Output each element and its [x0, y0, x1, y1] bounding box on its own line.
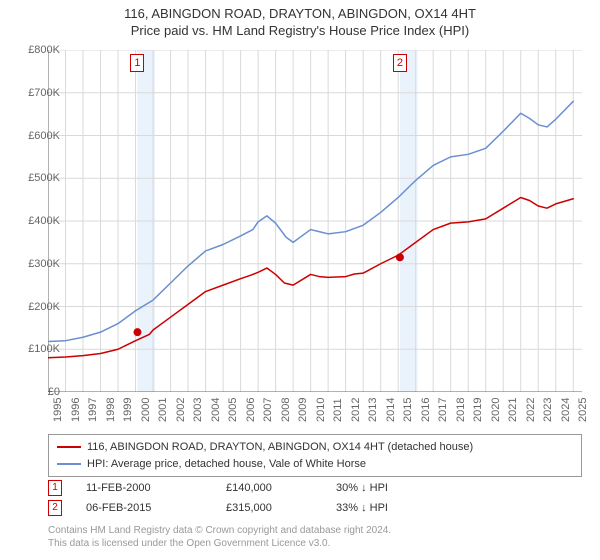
x-axis-tick-label: 2018 — [455, 398, 467, 422]
x-axis-tick-label: 2012 — [350, 398, 362, 422]
chart-title: 116, ABINGDON ROAD, DRAYTON, ABINGDON, O… — [0, 0, 600, 40]
x-axis-tick-label: 1999 — [122, 398, 134, 422]
y-axis-tick-label: £0 — [10, 386, 60, 398]
sale-marker-1: 1 — [48, 480, 62, 496]
legend: 116, ABINGDON ROAD, DRAYTON, ABINGDON, O… — [48, 434, 582, 477]
sale-date: 06-FEB-2015 — [86, 502, 226, 514]
legend-swatch-property — [57, 446, 81, 448]
x-axis-tick-label: 2024 — [560, 398, 572, 422]
y-axis-tick-label: £200K — [10, 301, 60, 313]
x-axis-tick-label: 2023 — [542, 398, 554, 422]
x-axis-tick-label: 2014 — [385, 398, 397, 422]
x-axis-tick-label: 2006 — [245, 398, 257, 422]
y-axis-tick-label: £700K — [10, 87, 60, 99]
footer-line-1: Contains HM Land Registry data © Crown c… — [48, 524, 391, 537]
footer-line-2: This data is licensed under the Open Gov… — [48, 537, 391, 550]
x-axis-tick-label: 2010 — [315, 398, 327, 422]
sale-delta: 33% ↓ HPI — [336, 502, 456, 514]
x-axis-tick-label: 2008 — [280, 398, 292, 422]
sale-date: 11-FEB-2000 — [86, 482, 226, 494]
chart-sale-marker: 1 — [130, 54, 144, 72]
x-axis-tick-label: 2016 — [420, 398, 432, 422]
x-axis-tick-label: 2001 — [157, 398, 169, 422]
x-axis-tick-label: 2000 — [140, 398, 152, 422]
y-axis-tick-label: £400K — [10, 215, 60, 227]
y-axis-tick-label: £500K — [10, 172, 60, 184]
y-axis-tick-label: £600K — [10, 130, 60, 142]
x-axis-tick-label: 1997 — [87, 398, 99, 422]
footer-attribution: Contains HM Land Registry data © Crown c… — [48, 524, 391, 550]
table-row: 2 06-FEB-2015 £315,000 33% ↓ HPI — [48, 498, 456, 518]
sale-price: £315,000 — [226, 502, 336, 514]
x-axis-tick-label: 2003 — [192, 398, 204, 422]
x-axis-tick-label: 2011 — [332, 398, 344, 422]
y-axis-tick-label: £100K — [10, 343, 60, 355]
x-axis-tick-label: 2020 — [490, 398, 502, 422]
x-axis-tick-label: 2004 — [210, 398, 222, 422]
sale-price: £140,000 — [226, 482, 336, 494]
legend-item-property: 116, ABINGDON ROAD, DRAYTON, ABINGDON, O… — [57, 439, 573, 456]
x-axis-tick-label: 1995 — [52, 398, 64, 422]
y-axis-tick-label: £800K — [10, 44, 60, 56]
x-axis-tick-label: 1996 — [70, 398, 82, 422]
x-axis-tick-label: 2013 — [367, 398, 379, 422]
x-axis-tick-label: 2022 — [525, 398, 537, 422]
sales-table: 1 11-FEB-2000 £140,000 30% ↓ HPI 2 06-FE… — [48, 478, 456, 518]
legend-item-hpi: HPI: Average price, detached house, Vale… — [57, 456, 573, 473]
legend-label-hpi: HPI: Average price, detached house, Vale… — [87, 456, 366, 473]
x-axis-tick-label: 2007 — [262, 398, 274, 422]
x-axis-tick-label: 2017 — [437, 398, 449, 422]
legend-swatch-hpi — [57, 463, 81, 465]
chart-sale-marker: 2 — [393, 54, 407, 72]
sale-delta: 30% ↓ HPI — [336, 482, 456, 494]
line-chart-svg — [48, 50, 582, 392]
x-axis-tick-label: 2021 — [507, 398, 519, 422]
sale-marker-2: 2 — [48, 500, 62, 516]
x-axis-tick-label: 1998 — [105, 398, 117, 422]
title-line-2: Price paid vs. HM Land Registry's House … — [0, 23, 600, 40]
y-axis-tick-label: £300K — [10, 258, 60, 270]
x-axis-tick-label: 2019 — [472, 398, 484, 422]
table-row: 1 11-FEB-2000 £140,000 30% ↓ HPI — [48, 478, 456, 498]
title-line-1: 116, ABINGDON ROAD, DRAYTON, ABINGDON, O… — [0, 6, 600, 23]
x-axis-tick-label: 2002 — [175, 398, 187, 422]
x-axis-tick-label: 2005 — [227, 398, 239, 422]
x-axis-tick-label: 2009 — [297, 398, 309, 422]
chart-plot-area — [48, 50, 582, 392]
x-axis-tick-label: 2025 — [577, 398, 589, 422]
x-axis-tick-label: 2015 — [402, 398, 414, 422]
legend-label-property: 116, ABINGDON ROAD, DRAYTON, ABINGDON, O… — [87, 439, 473, 456]
